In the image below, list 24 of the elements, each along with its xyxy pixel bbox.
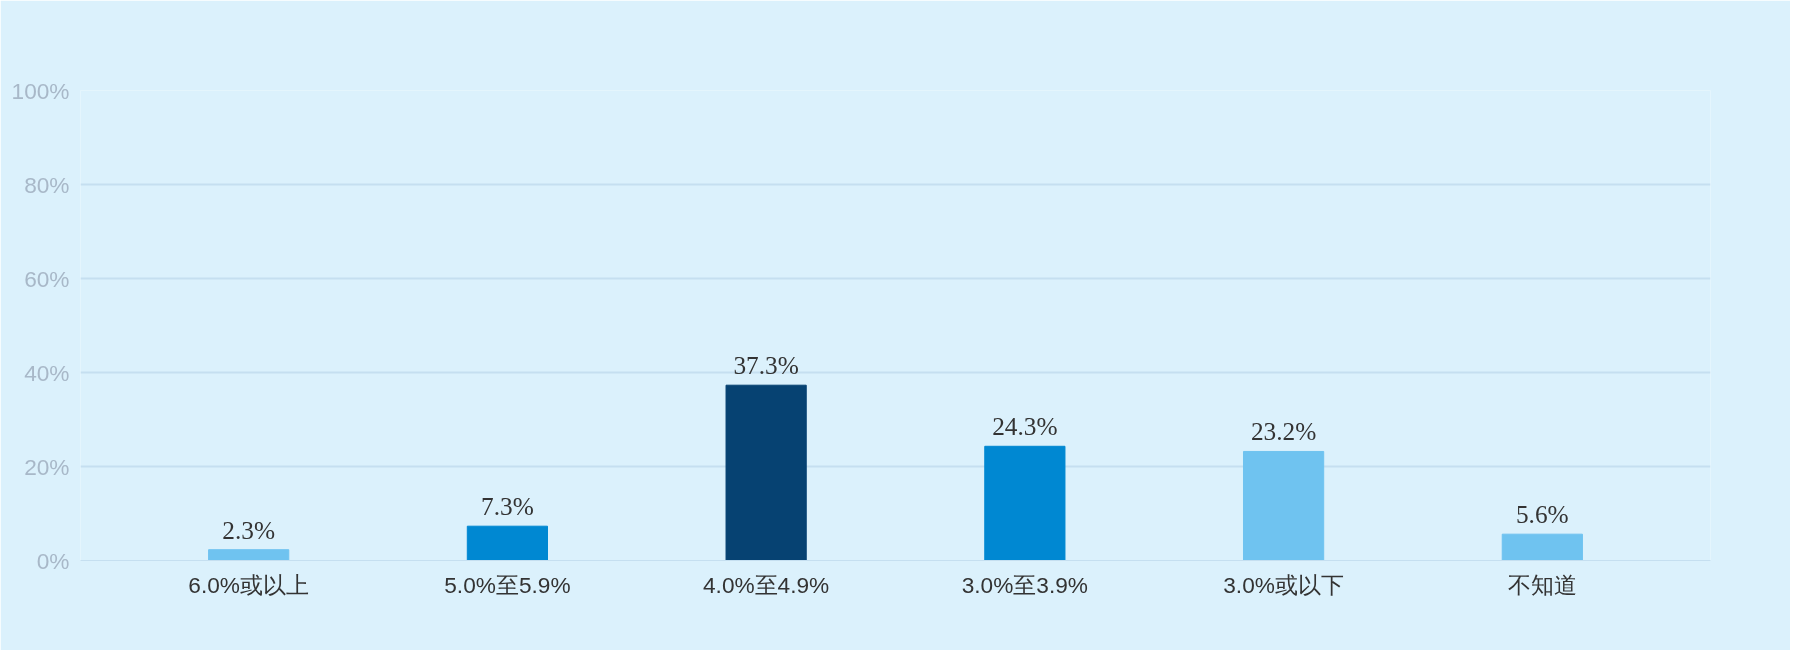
data-label: 24.3% [992, 412, 1058, 441]
bar [725, 384, 807, 561]
y-tick-label: 0% [36, 547, 70, 574]
y-tick-label: 100% [11, 77, 70, 104]
data-label: 23.2% [1250, 417, 1317, 446]
bar [984, 445, 1066, 561]
x-tick-label: 3.0%或以下 [1223, 571, 1344, 598]
data-label: 2.3% [222, 515, 276, 544]
data-label: 5.6% [1515, 500, 1569, 529]
x-tick-label: 4.0%至4.9% [702, 571, 830, 598]
bar [1242, 450, 1325, 561]
data-label: 37.3% [733, 351, 799, 380]
y-tick-label: 60% [24, 265, 70, 292]
data-label: 7.3% [481, 492, 534, 521]
x-tick-label: 6.0%或以上 [188, 571, 309, 598]
y-tick-label: 20% [24, 453, 70, 480]
bar [1501, 533, 1583, 561]
y-tick-label: 80% [24, 171, 70, 198]
bar [466, 525, 549, 561]
x-tick-label: 5.0%至5.9% [444, 571, 571, 598]
x-tick-label: 不知道 [1507, 571, 1577, 598]
bar [208, 549, 290, 561]
y-tick-label: 40% [24, 359, 70, 386]
x-tick-label: 3.0%至3.9% [961, 571, 1089, 598]
